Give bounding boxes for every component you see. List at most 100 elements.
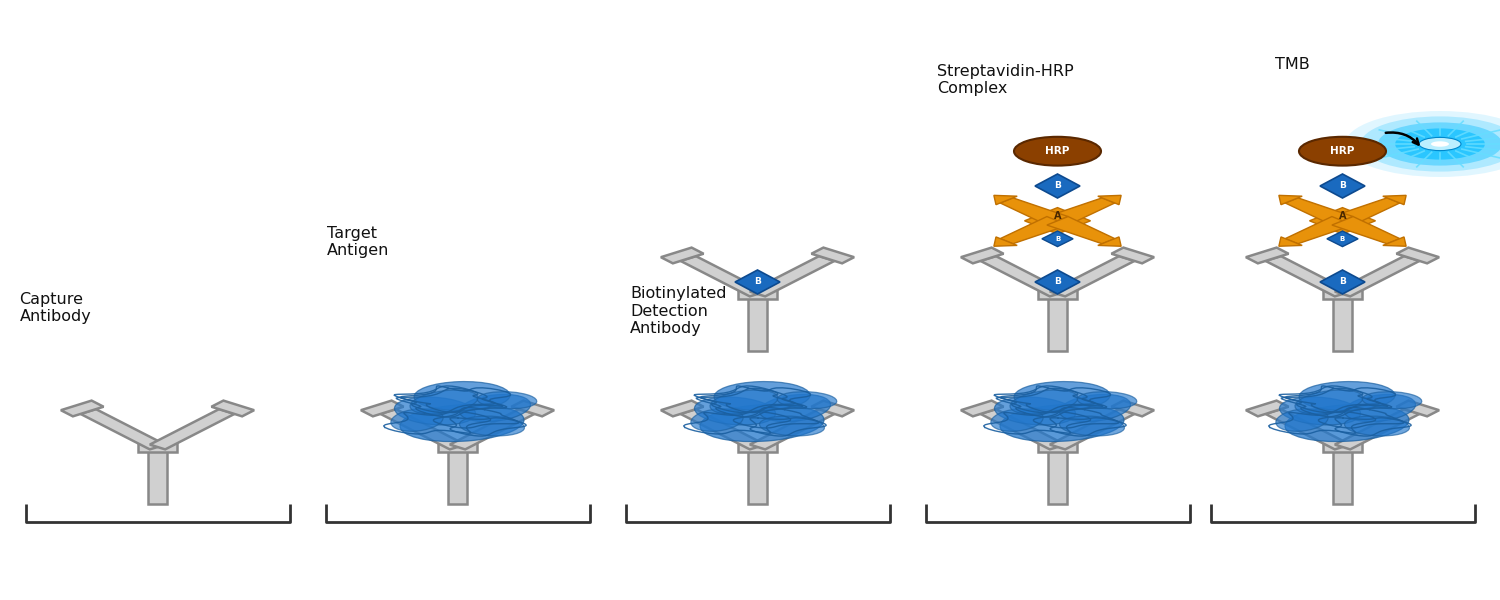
Ellipse shape <box>394 397 476 425</box>
Text: Target
Antigen: Target Antigen <box>327 226 390 258</box>
Polygon shape <box>1112 248 1154 263</box>
Ellipse shape <box>1346 111 1500 177</box>
Polygon shape <box>738 442 777 452</box>
Ellipse shape <box>1014 137 1101 166</box>
Polygon shape <box>962 401 1004 416</box>
Polygon shape <box>1098 196 1120 205</box>
Text: B: B <box>1340 181 1346 190</box>
Polygon shape <box>1050 409 1134 449</box>
Text: Streptavidin-HRP
Complex: Streptavidin-HRP Complex <box>938 64 1074 96</box>
Ellipse shape <box>1014 382 1110 410</box>
Text: HRP: HRP <box>1330 146 1354 156</box>
Polygon shape <box>812 401 853 416</box>
Polygon shape <box>681 409 765 449</box>
Polygon shape <box>962 248 1004 263</box>
Text: A: A <box>1053 211 1062 221</box>
Polygon shape <box>1038 442 1077 452</box>
Polygon shape <box>1286 217 1353 244</box>
Ellipse shape <box>777 392 837 409</box>
Ellipse shape <box>1280 397 1360 425</box>
Polygon shape <box>1280 237 1302 246</box>
Polygon shape <box>1024 208 1090 234</box>
Polygon shape <box>1266 256 1350 296</box>
Ellipse shape <box>1059 394 1131 422</box>
Polygon shape <box>1246 401 1288 416</box>
Polygon shape <box>512 401 554 416</box>
Polygon shape <box>438 442 477 452</box>
Polygon shape <box>1335 256 1419 296</box>
Ellipse shape <box>692 409 742 431</box>
Polygon shape <box>1286 198 1353 225</box>
Polygon shape <box>81 409 165 449</box>
Polygon shape <box>662 248 704 263</box>
Ellipse shape <box>1077 392 1137 409</box>
Ellipse shape <box>459 416 525 436</box>
Ellipse shape <box>694 397 776 425</box>
Polygon shape <box>1000 198 1068 225</box>
Polygon shape <box>1035 174 1080 198</box>
Polygon shape <box>1396 248 1438 263</box>
Polygon shape <box>1323 289 1362 299</box>
Ellipse shape <box>1299 137 1386 166</box>
Polygon shape <box>62 401 104 416</box>
Ellipse shape <box>477 392 537 409</box>
Polygon shape <box>662 401 704 416</box>
Polygon shape <box>1323 442 1362 452</box>
Polygon shape <box>1332 447 1353 504</box>
Polygon shape <box>1112 401 1154 416</box>
Ellipse shape <box>710 390 778 414</box>
Ellipse shape <box>992 409 1042 431</box>
Ellipse shape <box>1431 141 1449 146</box>
Ellipse shape <box>459 394 531 422</box>
Ellipse shape <box>994 397 1076 425</box>
Polygon shape <box>450 409 534 449</box>
Polygon shape <box>1280 196 1302 205</box>
Text: B: B <box>1340 277 1346 286</box>
Text: HRP: HRP <box>1046 146 1070 156</box>
Polygon shape <box>150 409 234 449</box>
Polygon shape <box>447 447 468 504</box>
Ellipse shape <box>1395 128 1485 160</box>
Polygon shape <box>738 289 777 299</box>
Polygon shape <box>147 447 166 504</box>
Ellipse shape <box>1362 392 1422 409</box>
Polygon shape <box>1050 256 1134 296</box>
Text: B: B <box>1054 236 1060 242</box>
Ellipse shape <box>700 404 824 442</box>
Text: Capture
Antibody: Capture Antibody <box>20 292 92 324</box>
Polygon shape <box>1383 237 1406 246</box>
Polygon shape <box>1047 217 1114 244</box>
Ellipse shape <box>1419 137 1461 151</box>
Text: TMB: TMB <box>1275 57 1310 72</box>
Polygon shape <box>747 447 766 504</box>
Polygon shape <box>1320 270 1365 294</box>
Polygon shape <box>812 248 853 263</box>
Polygon shape <box>1335 409 1419 449</box>
Ellipse shape <box>759 416 825 436</box>
Polygon shape <box>362 401 404 416</box>
Polygon shape <box>211 401 254 416</box>
Ellipse shape <box>759 394 831 422</box>
Ellipse shape <box>1360 116 1500 172</box>
Polygon shape <box>1047 447 1068 504</box>
Polygon shape <box>994 237 1017 246</box>
Polygon shape <box>735 270 780 294</box>
Ellipse shape <box>414 382 510 410</box>
Ellipse shape <box>392 409 442 431</box>
Polygon shape <box>1038 289 1077 299</box>
Text: B: B <box>1340 236 1346 242</box>
Polygon shape <box>1098 237 1120 246</box>
Ellipse shape <box>1344 394 1416 422</box>
Polygon shape <box>1246 248 1288 263</box>
Polygon shape <box>1383 196 1406 205</box>
Polygon shape <box>381 409 465 449</box>
Polygon shape <box>1332 294 1353 351</box>
Ellipse shape <box>1299 382 1395 410</box>
Polygon shape <box>1332 217 1400 244</box>
Ellipse shape <box>1344 416 1410 436</box>
Ellipse shape <box>1378 122 1500 166</box>
Text: B: B <box>1054 181 1060 190</box>
Polygon shape <box>1000 217 1068 244</box>
Polygon shape <box>1310 208 1376 234</box>
Polygon shape <box>981 409 1065 449</box>
